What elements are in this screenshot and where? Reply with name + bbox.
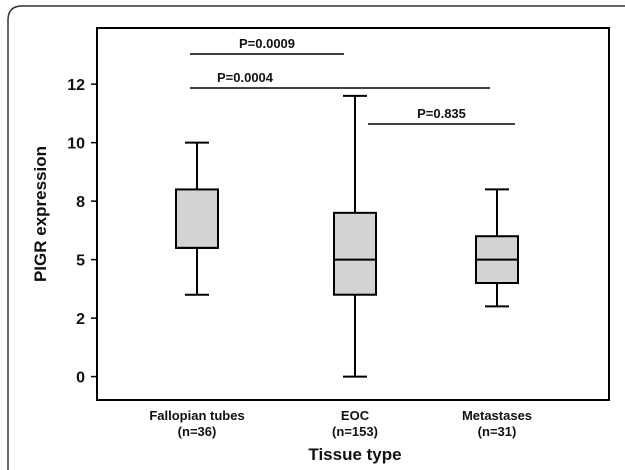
x-tick-label: Metastases — [462, 408, 532, 423]
y-tick-label: 5 — [76, 253, 85, 270]
x-tick-label: Fallopian tubes — [149, 408, 244, 423]
box — [175, 188, 219, 249]
x-tick-count: (n=153) — [332, 424, 378, 439]
significance-label: P=0.835 — [417, 106, 466, 121]
y-axis-title: PIGR expression — [31, 146, 50, 282]
y-tick-label: 8 — [76, 194, 85, 211]
plot-area — [96, 27, 610, 401]
y-tick-label: 0 — [76, 370, 85, 387]
x-axis-title: Tissue type — [308, 445, 401, 464]
x-tick-count: (n=31) — [478, 424, 517, 439]
y-tick-label: 2 — [76, 311, 85, 328]
y-tick-label: 12 — [67, 77, 85, 94]
x-tick-label: EOC — [341, 408, 370, 423]
y-tick-label: 10 — [67, 136, 85, 153]
box — [333, 211, 377, 296]
significance-label: P=0.0009 — [239, 36, 295, 51]
frame — [7, 5, 625, 470]
x-tick-count: (n=36) — [178, 424, 217, 439]
significance-label: P=0.0004 — [217, 70, 274, 85]
